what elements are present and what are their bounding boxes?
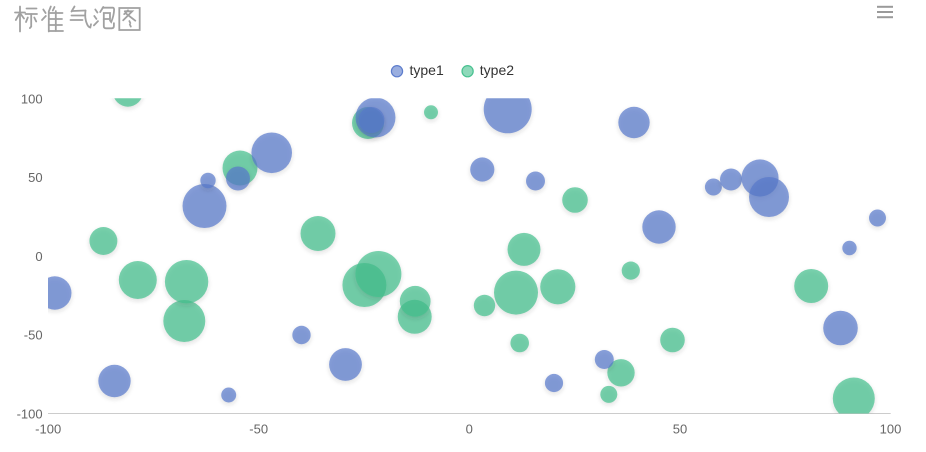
svg-text:-50: -50 <box>24 328 43 343</box>
svg-text:-100: -100 <box>17 406 43 421</box>
svg-text:100: 100 <box>880 422 902 437</box>
svg-text:100: 100 <box>21 92 43 107</box>
svg-text:-50: -50 <box>249 422 268 437</box>
svg-text:50: 50 <box>673 422 687 437</box>
svg-text:0: 0 <box>35 249 42 264</box>
svg-text:50: 50 <box>28 170 42 185</box>
svg-text:type2: type2 <box>480 62 514 78</box>
svg-text:-100: -100 <box>35 422 61 437</box>
svg-text:0: 0 <box>466 422 473 437</box>
svg-text:type1: type1 <box>410 62 444 78</box>
